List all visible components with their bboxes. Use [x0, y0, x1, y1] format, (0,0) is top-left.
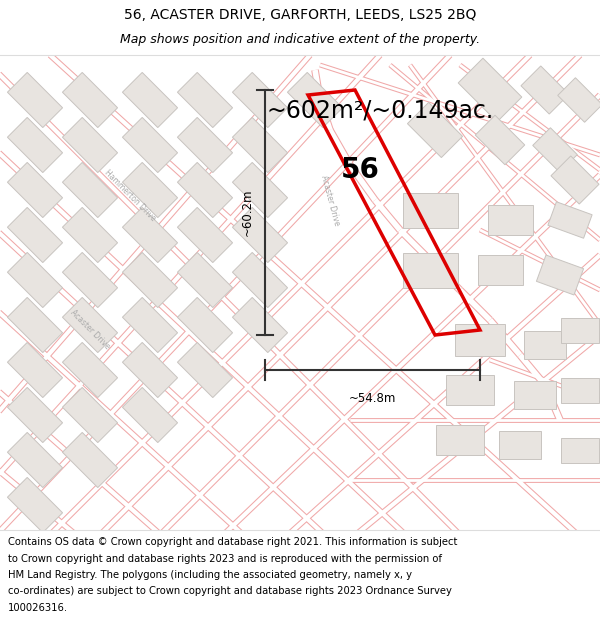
Polygon shape	[62, 342, 118, 398]
Polygon shape	[178, 253, 233, 308]
Text: ~602m²/~0.149ac.: ~602m²/~0.149ac.	[266, 98, 494, 122]
Polygon shape	[536, 255, 584, 295]
Polygon shape	[403, 253, 458, 288]
Polygon shape	[178, 72, 233, 127]
Text: co-ordinates) are subject to Crown copyright and database rights 2023 Ordnance S: co-ordinates) are subject to Crown copyr…	[8, 586, 452, 596]
Polygon shape	[514, 381, 556, 409]
Polygon shape	[7, 478, 62, 532]
Polygon shape	[7, 162, 62, 217]
Polygon shape	[558, 78, 600, 122]
Polygon shape	[122, 162, 178, 217]
Polygon shape	[403, 192, 458, 228]
Polygon shape	[7, 118, 62, 172]
Polygon shape	[62, 253, 118, 308]
Polygon shape	[499, 431, 541, 459]
Polygon shape	[455, 324, 505, 356]
Text: to Crown copyright and database rights 2023 and is reproduced with the permissio: to Crown copyright and database rights 2…	[8, 554, 442, 564]
Polygon shape	[561, 318, 599, 342]
Polygon shape	[62, 298, 118, 352]
Polygon shape	[561, 378, 599, 402]
Polygon shape	[122, 208, 178, 262]
Text: HM Land Registry. The polygons (including the associated geometry, namely x, y: HM Land Registry. The polygons (includin…	[8, 570, 412, 580]
Text: Acaster Drive: Acaster Drive	[68, 309, 112, 351]
Polygon shape	[62, 118, 118, 172]
Polygon shape	[178, 162, 233, 217]
Polygon shape	[548, 202, 592, 238]
Polygon shape	[458, 58, 522, 122]
Polygon shape	[232, 118, 287, 172]
Polygon shape	[407, 102, 463, 158]
Polygon shape	[232, 208, 287, 262]
Polygon shape	[178, 208, 233, 262]
Polygon shape	[178, 298, 233, 352]
Text: Hammerton Drive: Hammerton Drive	[103, 168, 157, 222]
Text: ~60.2m: ~60.2m	[241, 189, 254, 236]
Text: Map shows position and indicative extent of the property.: Map shows position and indicative extent…	[120, 33, 480, 46]
Polygon shape	[122, 298, 178, 352]
Polygon shape	[7, 432, 62, 488]
Polygon shape	[7, 253, 62, 308]
Polygon shape	[178, 342, 233, 398]
Polygon shape	[7, 342, 62, 398]
Polygon shape	[122, 342, 178, 398]
Polygon shape	[62, 388, 118, 442]
Text: 56, ACASTER DRIVE, GARFORTH, LEEDS, LS25 2BQ: 56, ACASTER DRIVE, GARFORTH, LEEDS, LS25…	[124, 8, 476, 22]
Polygon shape	[478, 255, 523, 285]
Polygon shape	[122, 388, 178, 442]
Text: 100026316.: 100026316.	[8, 603, 68, 613]
Polygon shape	[287, 72, 343, 127]
Polygon shape	[62, 208, 118, 262]
Polygon shape	[487, 205, 533, 235]
Polygon shape	[122, 72, 178, 127]
Polygon shape	[533, 127, 577, 172]
Polygon shape	[7, 298, 62, 352]
Polygon shape	[232, 72, 287, 127]
Polygon shape	[122, 118, 178, 172]
Polygon shape	[521, 66, 569, 114]
Polygon shape	[62, 72, 118, 127]
Polygon shape	[7, 208, 62, 262]
Text: Acaster Drive: Acaster Drive	[319, 174, 341, 226]
Polygon shape	[178, 118, 233, 172]
Polygon shape	[7, 388, 62, 442]
Text: 56: 56	[341, 156, 379, 184]
Polygon shape	[436, 425, 484, 455]
Polygon shape	[7, 72, 62, 127]
Polygon shape	[232, 162, 287, 217]
Polygon shape	[62, 162, 118, 217]
Polygon shape	[232, 253, 287, 308]
Text: Contains OS data © Crown copyright and database right 2021. This information is : Contains OS data © Crown copyright and d…	[8, 537, 457, 547]
Polygon shape	[475, 115, 525, 165]
Polygon shape	[446, 375, 494, 405]
Polygon shape	[62, 432, 118, 488]
Polygon shape	[122, 253, 178, 308]
Polygon shape	[551, 156, 599, 204]
Text: ~54.8m: ~54.8m	[349, 391, 396, 404]
Polygon shape	[524, 331, 566, 359]
Polygon shape	[561, 438, 599, 462]
Polygon shape	[232, 298, 287, 352]
